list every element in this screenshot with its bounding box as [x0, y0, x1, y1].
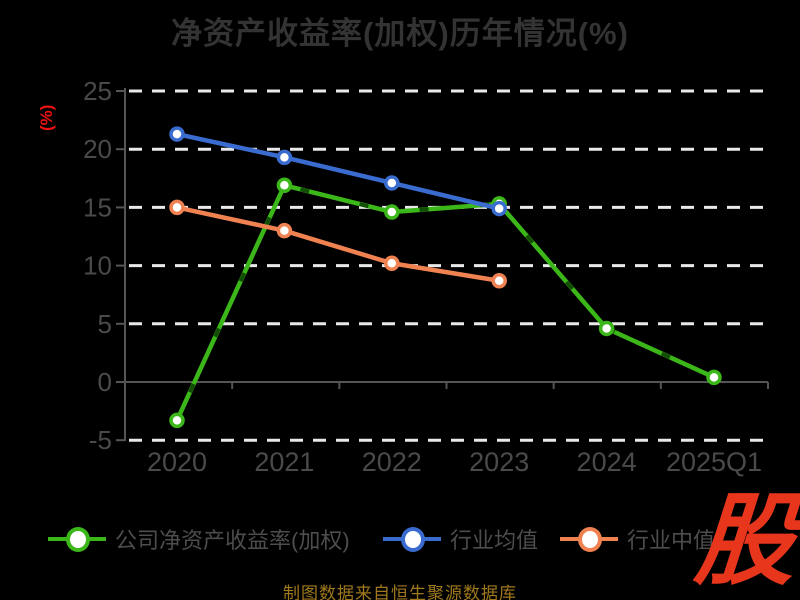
series-line-2[interactable]: [174, 205, 502, 283]
y-tick-label: 0: [98, 367, 112, 397]
x-tick-label: 2022: [362, 447, 422, 477]
chart-legend: 公司净资产收益率(加权) 行业均值 行业中值: [0, 521, 800, 561]
data-point[interactable]: [276, 177, 293, 194]
x-tick-label: 2021: [254, 447, 314, 477]
data-point[interactable]: [169, 199, 185, 216]
y-tick-label: 5: [98, 309, 112, 339]
x-tick-label: 2023: [469, 447, 529, 477]
legend-marker-blue: [383, 526, 441, 552]
data-point[interactable]: [706, 369, 722, 386]
y-tick-label: -5: [89, 425, 112, 455]
data-point[interactable]: [384, 255, 400, 272]
y-tick-label: 20: [83, 134, 112, 164]
chart-title: 净资产收益率(加权)历年情况(%): [171, 16, 629, 51]
data-point[interactable]: [598, 320, 615, 337]
data-point[interactable]: [491, 272, 507, 289]
x-tick-label: 2020: [147, 447, 207, 477]
legend-item-industry-mean[interactable]: 行业均值: [383, 521, 538, 557]
data-point[interactable]: [384, 175, 400, 191]
stock-logo-watermark: 股: [691, 485, 800, 597]
data-point[interactable]: [276, 222, 293, 239]
data-point[interactable]: [169, 412, 185, 429]
legend-label: 公司净资产收益率(加权): [115, 528, 350, 553]
data-point[interactable]: [169, 126, 185, 142]
y-tick-label: 25: [83, 76, 112, 106]
series-line-1[interactable]: [174, 131, 502, 211]
series-line-overlay: [175, 182, 715, 422]
data-source-note: 制图数据来自恒生聚源数据库: [283, 584, 517, 600]
x-tick-label: 2025Q1: [666, 447, 762, 477]
x-tick-label: 2024: [577, 447, 637, 477]
data-point[interactable]: [276, 149, 293, 166]
legend-label: 行业均值: [450, 528, 539, 553]
y-tick-label: 15: [83, 192, 112, 222]
legend-label: 行业中值: [627, 528, 716, 553]
data-point[interactable]: [384, 204, 400, 220]
legend-item-company-roe[interactable]: 公司净资产收益率(加权): [48, 521, 350, 557]
legend-marker-orange: [560, 526, 618, 552]
legend-marker-green: [48, 526, 106, 552]
data-point[interactable]: [491, 200, 507, 217]
legend-item-industry-median[interactable]: 行业中值: [560, 521, 715, 557]
y-tick-label: 10: [83, 251, 112, 281]
